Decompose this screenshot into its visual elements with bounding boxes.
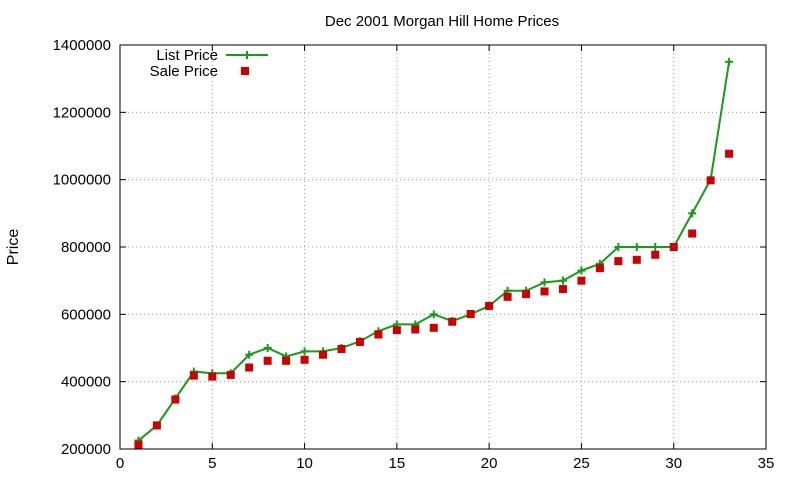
sale-price-point <box>651 250 660 259</box>
sale-price-point <box>577 276 586 285</box>
sale-price-point <box>226 370 235 379</box>
list-price-point <box>688 209 697 218</box>
sale-price-point <box>282 356 291 365</box>
sale-price-point <box>374 330 383 339</box>
sale-price-point <box>669 243 678 251</box>
sale-price-point <box>503 292 512 301</box>
y-tick-label: 600000 <box>61 306 111 323</box>
sale-price-point <box>429 323 438 332</box>
sale-price-point <box>134 440 143 449</box>
x-tick-label: 15 <box>389 455 406 472</box>
list-price-line <box>137 61 731 442</box>
list-price-point <box>300 347 309 356</box>
list-price-point <box>651 243 660 251</box>
sale-price-point <box>300 355 309 364</box>
sale-price-point <box>632 255 641 264</box>
list-price-point <box>614 243 623 251</box>
sale-price-point <box>466 309 475 318</box>
sale-price-point <box>706 176 715 185</box>
legend-swatch-sale-price <box>241 67 249 75</box>
sale-price-point <box>595 264 604 273</box>
grid-lines <box>120 45 766 449</box>
y-tick-label: 1200000 <box>53 104 111 121</box>
list-price-point <box>245 350 254 359</box>
y-tick-label: 1400000 <box>53 37 111 54</box>
x-tick-label: 30 <box>665 455 682 472</box>
sale-price-point <box>337 345 346 354</box>
list-price-point <box>429 310 438 319</box>
axis-ticks: 0 5 10 15 20 25 30 35 200000 400000 600000 800000 10… <box>53 37 775 472</box>
sale-price-point <box>485 301 494 310</box>
sale-price-point <box>208 372 217 381</box>
y-tick-label: 400000 <box>61 374 111 391</box>
sale-price-point <box>189 371 198 380</box>
list-price-point <box>632 243 641 251</box>
sale-price-point <box>448 317 457 326</box>
sale-price-point <box>614 257 623 266</box>
sale-price-point <box>319 350 328 359</box>
list-price-point <box>558 276 567 285</box>
plot-series <box>134 57 734 449</box>
sale-price-point <box>522 290 531 299</box>
legend-label-list-price: List Price <box>156 47 218 64</box>
x-tick-label: 0 <box>116 455 124 472</box>
chart-title: Dec 2001 Morgan Hill Home Prices <box>325 13 559 30</box>
y-tick-label: 1000000 <box>53 172 111 189</box>
y-tick-label: 800000 <box>61 239 111 256</box>
sale-price-point <box>355 337 364 346</box>
y-tick-label: 200000 <box>61 441 111 458</box>
sale-price-point <box>171 395 180 404</box>
legend-list-price-marker <box>243 51 251 59</box>
x-tick-label: 10 <box>296 455 313 472</box>
sale-price-point <box>392 326 401 335</box>
sale-price-point <box>263 356 272 365</box>
sale-price-point <box>411 325 420 334</box>
x-tick-label: 5 <box>208 455 216 472</box>
sale-price-point <box>540 287 549 296</box>
sale-price-point <box>558 285 567 294</box>
sale-price-point <box>245 363 254 372</box>
x-tick-label: 20 <box>481 455 498 472</box>
x-tick-label: 35 <box>758 455 775 472</box>
list-price-point <box>540 278 549 287</box>
legend-label-sale-price: Sale Price <box>150 63 218 80</box>
list-price-point <box>577 266 586 275</box>
list-price-point <box>263 344 272 352</box>
list-price-point <box>725 57 734 66</box>
x-tick-label: 25 <box>573 455 590 472</box>
legend: List Price Sale Price <box>150 47 268 80</box>
y-axis-label: Price <box>5 229 22 266</box>
sale-price-point <box>725 149 734 158</box>
sale-price-point <box>688 229 697 238</box>
sale-price-point <box>152 421 161 430</box>
